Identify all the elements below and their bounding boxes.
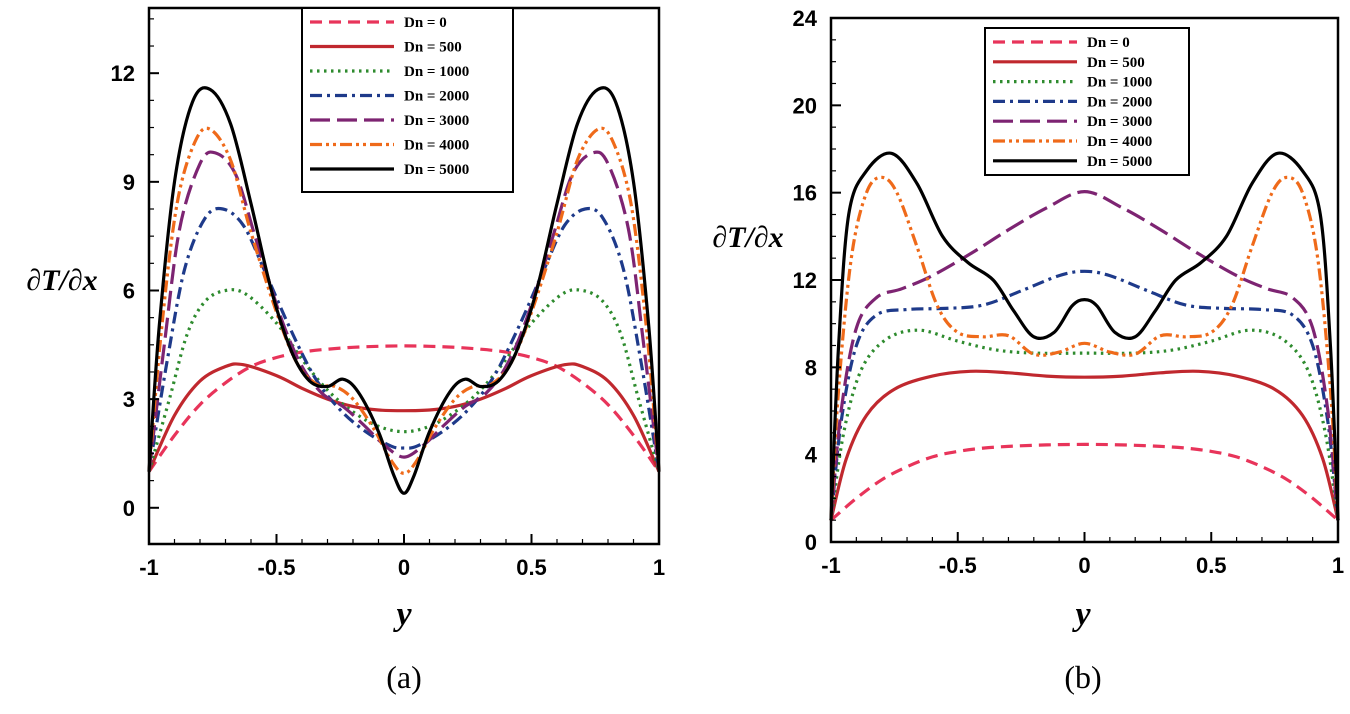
panel-b-xlabel: y	[1071, 596, 1091, 633]
panel-a-series-1000-line	[147, 288, 661, 473]
panel-a-ylabel: ∂T/∂x	[26, 264, 97, 297]
panel-a-xtick-label: -1	[139, 555, 159, 580]
panel-a-legend: Dn = 0 Dn = 500 Dn = 1000 Dn = 2000 Dn = 300…	[301, 7, 514, 193]
panel-b-xtick-label: 0	[1078, 553, 1090, 578]
panel-b-ytick-label: 16	[793, 181, 817, 206]
panel-a-series-5000-line	[147, 86, 661, 495]
panel-a-xtick-label: 1	[653, 555, 665, 580]
panel-a-ytick-label: 12	[111, 61, 135, 86]
panel-a-ytick-label: 9	[123, 170, 135, 195]
panel-a-series-3000-line	[147, 150, 661, 472]
panel-a-legend-label: Dn = 3000	[404, 113, 469, 129]
panel-a-series	[147, 86, 661, 495]
panel-a-ticks: -1 -0.5 0 0.5 1 0 3 6 9 12	[111, 18, 665, 580]
panel-b-legend-label: Dn = 0	[1087, 35, 1130, 51]
panel-b-ytick-label: 8	[805, 355, 817, 380]
panel-b-legend-label: Dn = 2000	[1087, 94, 1152, 110]
panel-b-legend: Dn = 0 Dn = 500 Dn = 1000 Dn = 2000 Dn = 300…	[984, 27, 1190, 176]
panel-a-series-2000-line	[147, 206, 661, 472]
panel-a-ytick-label: 3	[123, 387, 135, 412]
panel-a: -1 -0.5 0 0.5 1 0 3 6 9 12 Dn = 0 Dn = 500 Dn = 100…	[26, 6, 665, 695]
panel-a-series-0-line	[147, 344, 661, 473]
panel-b-series-4000-line	[829, 175, 1340, 521]
panel-b-legend-label: Dn = 3000	[1087, 114, 1152, 130]
panel-b-ytick-label: 0	[805, 530, 817, 555]
panel-a-xtick-label: 0.5	[516, 555, 547, 580]
panel-b-xtick-label: 1	[1332, 553, 1344, 578]
panel-a-caption: (a)	[386, 659, 422, 695]
panel-b-series	[829, 151, 1340, 522]
panel-a-xtick-label: 0	[398, 555, 410, 580]
panel-b-legend-label: Dn = 4000	[1087, 134, 1152, 150]
panel-b-series-1000-line	[829, 328, 1340, 521]
panel-a-legend-label: Dn = 4000	[404, 138, 469, 154]
panel-b-xtick-label: -0.5	[939, 553, 977, 578]
panel-b-ytick-label: 20	[793, 93, 817, 118]
panel-a-legend-box	[301, 7, 514, 193]
panel-b-ticks: -1 -0.5 0 0.5 1 0 4 8 12 16 20 24	[793, 6, 1345, 578]
panel-a-legend-label: Dn = 500	[404, 40, 462, 56]
panel-b-series-3000-line	[829, 189, 1340, 521]
panel-a-legend-label: Dn = 5000	[404, 162, 469, 178]
panel-b-series-0-line	[829, 442, 1340, 522]
panel-a-legend-label: Dn = 0	[404, 15, 447, 31]
panel-b-series-2000-line	[829, 269, 1340, 521]
panel-b-xtick-label: 0.5	[1196, 553, 1227, 578]
panel-b-ytick-label: 4	[805, 443, 818, 468]
panel-b-series-500-line	[829, 369, 1340, 521]
panel-a-xtick-label: -0.5	[258, 555, 296, 580]
panel-a-xlabel: y	[392, 596, 412, 633]
panel-a-series-4000-line	[147, 126, 661, 476]
panel-b-ytick-label: 24	[793, 6, 818, 31]
panel-a-legend-label: Dn = 2000	[404, 89, 469, 105]
panel-b-legend-label: Dn = 500	[1087, 55, 1145, 71]
panel-b-ytick-label: 12	[793, 268, 817, 293]
panel-b-series-5000-line	[829, 151, 1340, 521]
panel-a-series-500-line	[147, 362, 661, 473]
panel-b-legend-label: Dn = 1000	[1087, 75, 1152, 91]
panel-a-ytick-label: 6	[123, 278, 135, 303]
panel-a-legend-label: Dn = 1000	[404, 64, 469, 80]
panel-a-ytick-label: 0	[123, 496, 135, 521]
panel-b-caption: (b)	[1064, 659, 1101, 695]
panel-b-ylabel: ∂T/∂x	[712, 221, 783, 254]
panel-b-xtick-label: -1	[821, 553, 841, 578]
panel-b-legend-label: Dn = 5000	[1087, 154, 1152, 170]
